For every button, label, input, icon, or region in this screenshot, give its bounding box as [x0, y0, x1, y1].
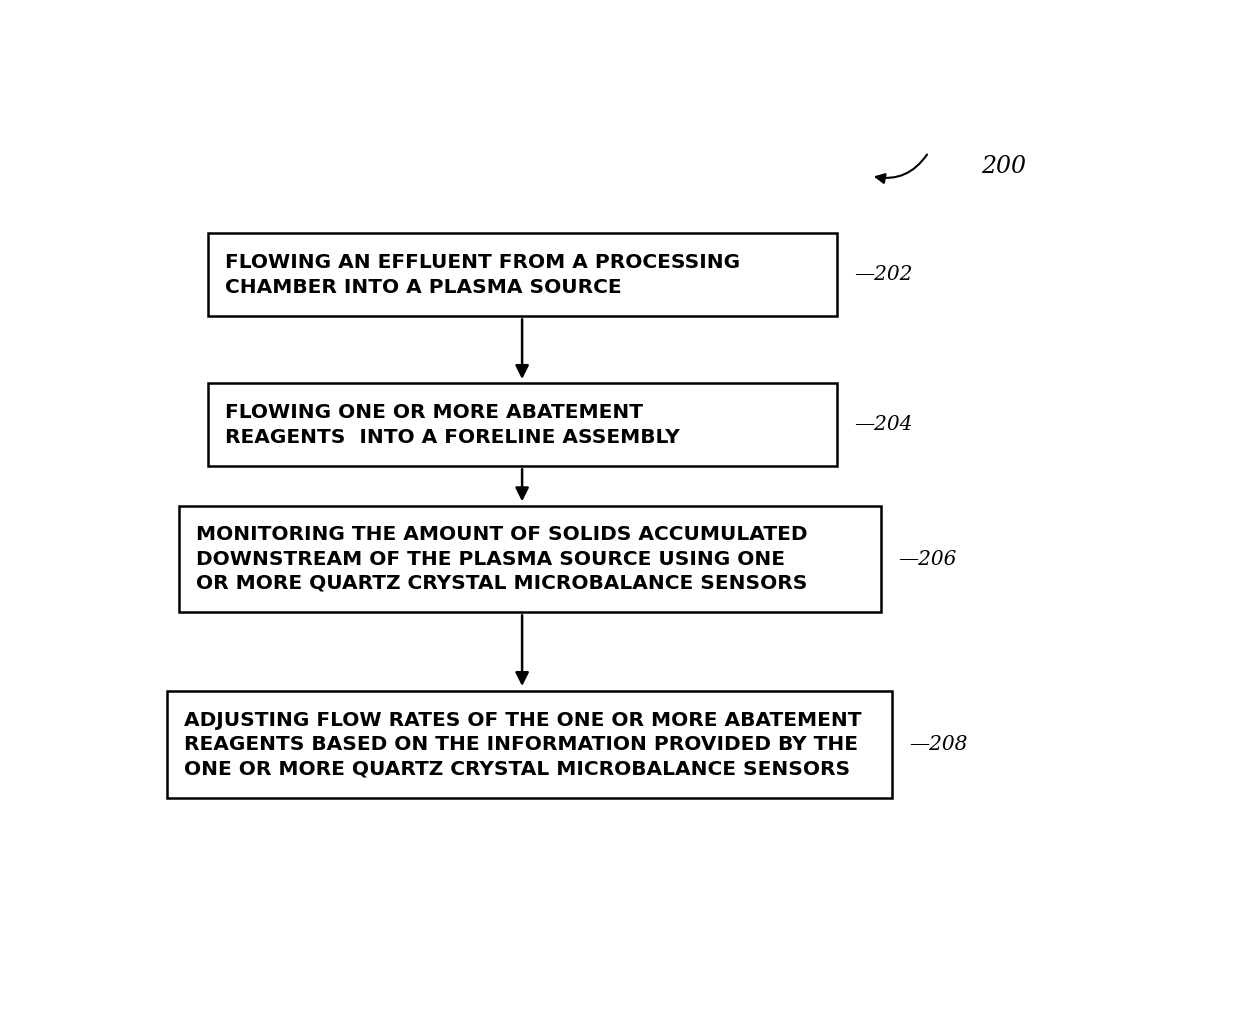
Text: FLOWING AN EFFLUENT FROM A PROCESSING
CHAMBER INTO A PLASMA SOURCE: FLOWING AN EFFLUENT FROM A PROCESSING CH…: [226, 253, 740, 296]
Text: FLOWING ONE OR MORE ABATEMENT
REAGENTS  INTO A FORELINE ASSEMBLY: FLOWING ONE OR MORE ABATEMENT REAGENTS I…: [226, 403, 680, 447]
Bar: [208, 234, 837, 317]
Text: —204: —204: [854, 415, 913, 435]
Bar: [179, 505, 880, 612]
Text: MONITORING THE AMOUNT OF SOLIDS ACCUMULATED
DOWNSTREAM OF THE PLASMA SOURCE USIN: MONITORING THE AMOUNT OF SOLIDS ACCUMULA…: [196, 525, 807, 592]
Text: —202: —202: [854, 265, 913, 284]
Text: —208: —208: [909, 735, 967, 754]
Bar: [208, 383, 837, 466]
Text: —206: —206: [898, 549, 956, 569]
Bar: [166, 691, 892, 797]
Text: ADJUSTING FLOW RATES OF THE ONE OR MORE ABATEMENT
REAGENTS BASED ON THE INFORMAT: ADJUSTING FLOW RATES OF THE ONE OR MORE …: [184, 710, 862, 778]
Text: 200: 200: [982, 155, 1027, 178]
